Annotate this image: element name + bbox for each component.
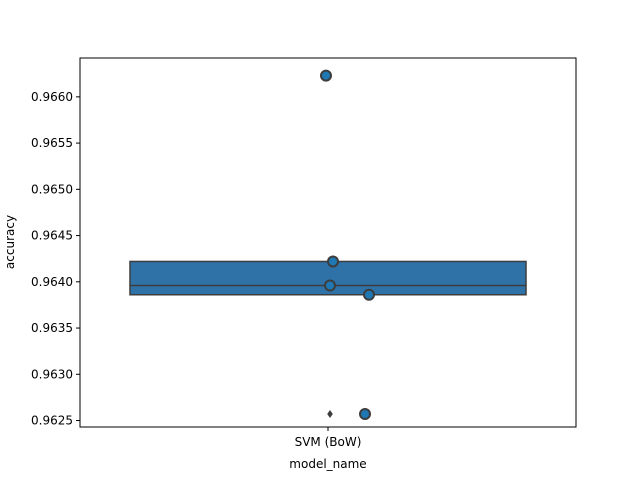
- y-tick-label: 0.9645: [31, 229, 73, 243]
- strip-point: [320, 69, 332, 82]
- y-tick-label: 0.9630: [31, 367, 73, 381]
- plot-frame: [79, 57, 577, 428]
- strip-point: [324, 279, 336, 292]
- y-tick-label: 0.9655: [31, 136, 73, 150]
- strip-point: [359, 408, 371, 421]
- strip-point: [363, 288, 375, 301]
- x-axis-label: model_name: [289, 457, 366, 471]
- y-tick-label: 0.9660: [31, 90, 73, 104]
- y-axis-ticks: 0.9625 0.9630 0.9635 0.9640 0.9645 0.9650 0.96…: [31, 90, 80, 428]
- strip-point: [327, 255, 339, 268]
- y-tick-label: 0.9650: [31, 182, 73, 196]
- y-tick-label: 0.9625: [31, 414, 73, 428]
- x-axis-ticks: SVM (BoW): [295, 427, 362, 449]
- plot-content: [129, 69, 527, 421]
- y-tick-label: 0.9640: [31, 275, 73, 289]
- y-axis-label: accuracy: [3, 215, 17, 269]
- x-tick-label: SVM (BoW): [295, 435, 362, 449]
- outlier-marker: [327, 410, 333, 419]
- y-tick-label: 0.9635: [31, 321, 73, 335]
